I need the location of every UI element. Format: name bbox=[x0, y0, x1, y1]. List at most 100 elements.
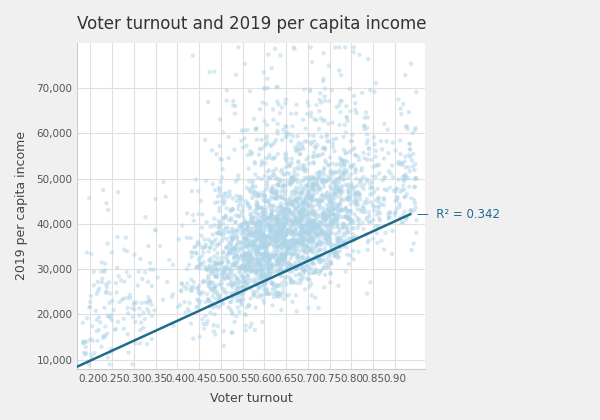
Point bbox=[263, 178, 272, 185]
Point bbox=[226, 250, 236, 257]
Point bbox=[245, 203, 255, 210]
Point bbox=[275, 234, 285, 241]
Point bbox=[269, 238, 279, 245]
Point bbox=[227, 330, 237, 336]
Point bbox=[259, 242, 268, 249]
Point bbox=[380, 121, 389, 127]
Point bbox=[395, 137, 405, 144]
Point bbox=[287, 202, 297, 208]
Point bbox=[327, 216, 337, 223]
Point bbox=[302, 218, 312, 225]
Point bbox=[316, 230, 326, 236]
Point bbox=[304, 276, 313, 282]
Point bbox=[274, 246, 283, 252]
Point bbox=[215, 116, 225, 123]
Point bbox=[262, 186, 271, 193]
Point bbox=[320, 85, 330, 92]
Point bbox=[384, 168, 394, 174]
Point bbox=[339, 162, 349, 168]
Point bbox=[296, 207, 306, 214]
Point bbox=[310, 231, 319, 238]
Point bbox=[390, 211, 400, 218]
Point bbox=[260, 192, 269, 198]
Point bbox=[323, 207, 333, 213]
Point bbox=[299, 226, 308, 232]
Point bbox=[324, 197, 334, 203]
Point bbox=[285, 273, 295, 280]
Point bbox=[333, 203, 343, 210]
Point bbox=[372, 230, 382, 236]
Point bbox=[329, 217, 339, 223]
Point bbox=[302, 228, 311, 234]
Point bbox=[318, 118, 328, 124]
Point bbox=[250, 220, 260, 227]
Point bbox=[260, 198, 270, 205]
Point bbox=[406, 154, 415, 160]
Point bbox=[286, 250, 296, 257]
Point bbox=[283, 155, 292, 162]
Point bbox=[236, 270, 245, 276]
Point bbox=[193, 239, 203, 245]
Point bbox=[317, 229, 327, 236]
Point bbox=[271, 222, 280, 229]
Point bbox=[85, 304, 95, 310]
Point bbox=[276, 204, 286, 210]
Point bbox=[277, 234, 287, 241]
Point bbox=[284, 163, 294, 170]
Point bbox=[278, 215, 287, 222]
Point bbox=[326, 244, 336, 251]
Point bbox=[221, 214, 230, 220]
Point bbox=[168, 261, 178, 268]
Point bbox=[240, 284, 250, 291]
Point bbox=[358, 202, 368, 209]
Point bbox=[233, 246, 242, 253]
Point bbox=[266, 142, 276, 148]
Point bbox=[241, 243, 250, 249]
Point bbox=[174, 236, 184, 243]
Point bbox=[396, 161, 406, 168]
Point bbox=[209, 285, 219, 291]
Point bbox=[204, 257, 214, 263]
Point bbox=[328, 198, 337, 205]
Point bbox=[274, 183, 284, 189]
Point bbox=[259, 252, 268, 258]
Point bbox=[263, 215, 272, 222]
Point bbox=[323, 173, 332, 180]
Point bbox=[229, 98, 238, 105]
Point bbox=[230, 229, 240, 236]
Point bbox=[188, 284, 198, 291]
Point bbox=[280, 228, 289, 234]
Point bbox=[266, 202, 275, 208]
Point bbox=[235, 265, 244, 272]
Point bbox=[294, 203, 304, 210]
Point bbox=[314, 200, 323, 206]
Point bbox=[363, 137, 373, 144]
Point bbox=[312, 197, 322, 203]
Point bbox=[242, 243, 251, 249]
Point bbox=[277, 241, 286, 247]
Point bbox=[290, 176, 300, 183]
Point bbox=[277, 168, 286, 175]
Point bbox=[260, 118, 269, 124]
Point bbox=[316, 226, 325, 232]
Point bbox=[291, 224, 301, 231]
Point bbox=[210, 246, 220, 253]
Point bbox=[299, 237, 308, 244]
Point bbox=[341, 205, 350, 212]
Point bbox=[241, 244, 251, 250]
Point bbox=[305, 246, 315, 252]
Point bbox=[268, 213, 277, 219]
Point bbox=[272, 243, 282, 250]
Point bbox=[307, 241, 317, 248]
Point bbox=[326, 186, 336, 192]
Point bbox=[331, 250, 340, 257]
Point bbox=[227, 262, 237, 269]
Point bbox=[244, 232, 253, 239]
Point bbox=[347, 163, 357, 170]
Point bbox=[220, 226, 229, 233]
Point bbox=[128, 305, 137, 312]
Point bbox=[257, 241, 266, 247]
Point bbox=[234, 239, 244, 245]
Point bbox=[224, 250, 233, 257]
Point bbox=[85, 299, 95, 305]
